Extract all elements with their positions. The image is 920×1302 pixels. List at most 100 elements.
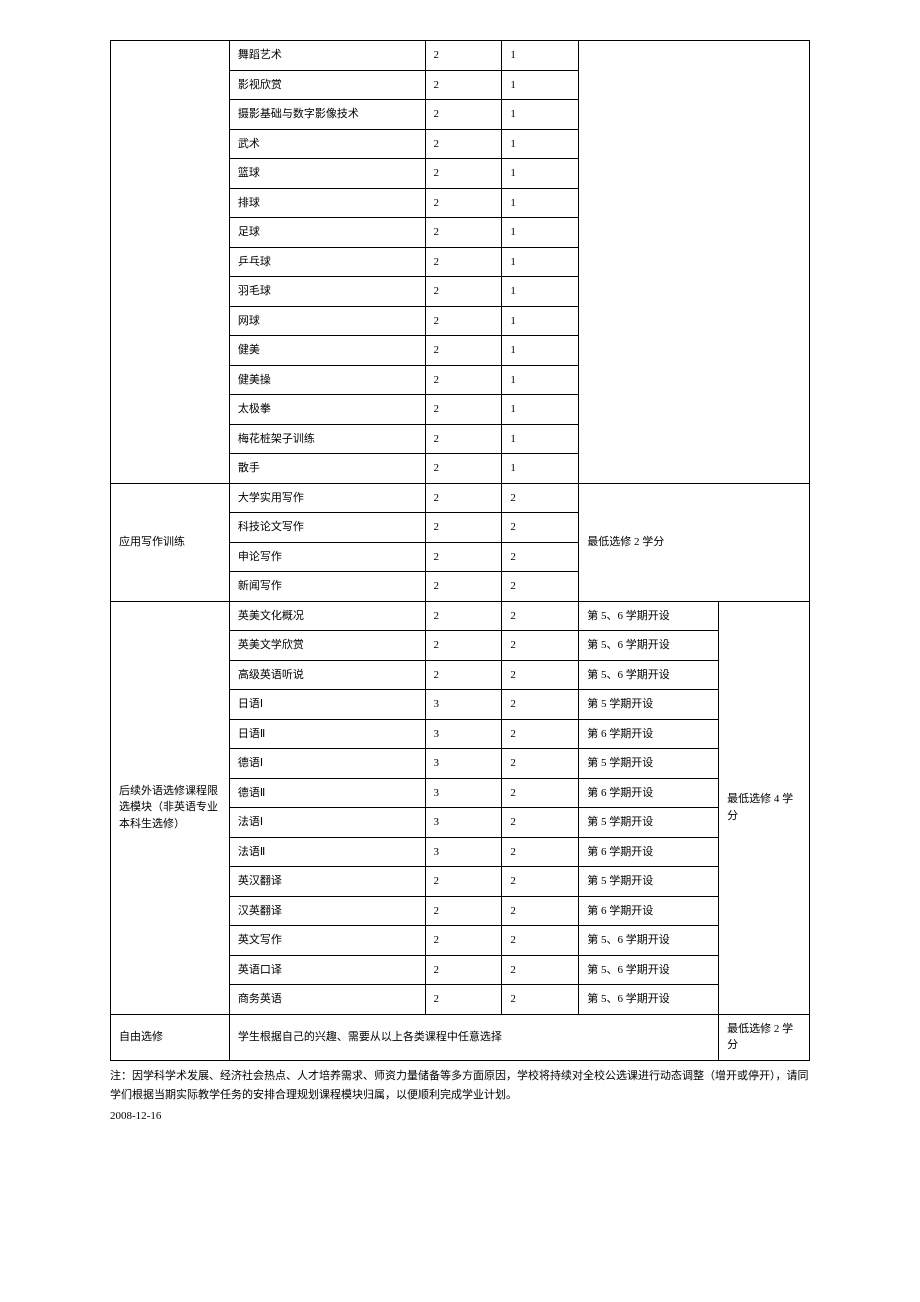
course-c2: 2	[502, 690, 579, 720]
course-name: 英文写作	[229, 926, 425, 956]
course-sem: 第 5、6 学期开设	[579, 660, 719, 690]
course-c1: 2	[425, 70, 502, 100]
course-c1: 3	[425, 690, 502, 720]
course-c1: 2	[425, 660, 502, 690]
course-c2: 2	[502, 867, 579, 897]
section1-note	[579, 41, 810, 484]
course-name: 影视欣赏	[229, 70, 425, 100]
course-name: 健美	[229, 336, 425, 366]
course-name: 英美文学欣赏	[229, 631, 425, 661]
course-c2: 2	[502, 601, 579, 631]
section4-label: 自由选修	[111, 1014, 230, 1060]
course-c2: 1	[502, 454, 579, 484]
course-c2: 2	[502, 926, 579, 956]
course-sem: 第 5、6 学期开设	[579, 601, 719, 631]
course-c1: 2	[425, 926, 502, 956]
course-name: 网球	[229, 306, 425, 336]
course-c1: 2	[425, 306, 502, 336]
course-c2: 1	[502, 395, 579, 425]
course-c1: 3	[425, 778, 502, 808]
course-c2: 1	[502, 336, 579, 366]
course-c2: 2	[502, 896, 579, 926]
course-c1: 2	[425, 454, 502, 484]
course-name: 大学实用写作	[229, 483, 425, 513]
section2-label: 应用写作训练	[111, 483, 230, 601]
table-row: 自由选修 学生根据自己的兴趣、需要从以上各类课程中任意选择 最低选修 2 学分	[111, 1014, 810, 1060]
course-sem: 第 6 学期开设	[579, 896, 719, 926]
course-name: 法语Ⅰ	[229, 808, 425, 838]
course-c1: 2	[425, 867, 502, 897]
course-c1: 3	[425, 719, 502, 749]
course-sem: 第 5、6 学期开设	[579, 926, 719, 956]
course-c2: 1	[502, 277, 579, 307]
course-c2: 1	[502, 100, 579, 130]
course-name: 足球	[229, 218, 425, 248]
course-name: 舞蹈艺术	[229, 41, 425, 71]
course-c1: 2	[425, 100, 502, 130]
course-c2: 1	[502, 41, 579, 71]
course-c2: 2	[502, 955, 579, 985]
table-row: 后续外语选修课程限选模块（非英语专业本科生选修） 英美文化概况 2 2 第 5、…	[111, 601, 810, 631]
footnote: 注：因学科学术发展、经济社会热点、人才培养需求、师资力量储备等多方面原因，学校将…	[110, 1067, 810, 1107]
course-c1: 2	[425, 513, 502, 543]
section2-note: 最低选修 2 学分	[579, 483, 810, 601]
course-c1: 2	[425, 41, 502, 71]
course-c2: 1	[502, 70, 579, 100]
course-name: 英美文化概况	[229, 601, 425, 631]
table-row: 应用写作训练 大学实用写作 2 2 最低选修 2 学分	[111, 483, 810, 513]
course-c2: 2	[502, 837, 579, 867]
course-c2: 2	[502, 572, 579, 602]
course-sem: 第 5、6 学期开设	[579, 985, 719, 1015]
course-name: 健美操	[229, 365, 425, 395]
course-c1: 2	[425, 336, 502, 366]
course-name: 日语Ⅰ	[229, 690, 425, 720]
course-c2: 1	[502, 424, 579, 454]
course-c2: 1	[502, 365, 579, 395]
course-name: 武术	[229, 129, 425, 159]
course-c1: 2	[425, 896, 502, 926]
course-sem: 第 5 学期开设	[579, 867, 719, 897]
course-sem: 第 5 学期开设	[579, 749, 719, 779]
course-sem: 第 5 学期开设	[579, 808, 719, 838]
course-sem: 第 5、6 学期开设	[579, 955, 719, 985]
course-c1: 2	[425, 572, 502, 602]
course-name: 太极拳	[229, 395, 425, 425]
section4-note: 最低选修 2 学分	[719, 1014, 810, 1060]
course-c1: 2	[425, 483, 502, 513]
course-c1: 2	[425, 159, 502, 189]
course-name: 科技论文写作	[229, 513, 425, 543]
course-sem: 第 5、6 学期开设	[579, 631, 719, 661]
course-c1: 2	[425, 277, 502, 307]
course-c1: 2	[425, 218, 502, 248]
course-c1: 3	[425, 808, 502, 838]
course-c2: 1	[502, 306, 579, 336]
course-name: 英语口译	[229, 955, 425, 985]
course-c2: 1	[502, 247, 579, 277]
course-c2: 1	[502, 159, 579, 189]
section3-label: 后续外语选修课程限选模块（非英语专业本科生选修）	[111, 601, 230, 1014]
course-c2: 2	[502, 542, 579, 572]
course-name: 英汉翻译	[229, 867, 425, 897]
course-name: 排球	[229, 188, 425, 218]
course-c2: 2	[502, 749, 579, 779]
course-name: 商务英语	[229, 985, 425, 1015]
course-name: 法语Ⅱ	[229, 837, 425, 867]
table-row: 舞蹈艺术 2 1	[111, 41, 810, 71]
course-table: 舞蹈艺术 2 1 影视欣赏21 摄影基础与数字影像技术21 武术21 篮球21 …	[110, 40, 810, 1061]
section3-note: 最低选修 4 学分	[719, 601, 810, 1014]
course-c2: 1	[502, 188, 579, 218]
course-c1: 3	[425, 837, 502, 867]
course-c2: 2	[502, 808, 579, 838]
course-name: 汉英翻译	[229, 896, 425, 926]
course-c1: 2	[425, 395, 502, 425]
course-c1: 2	[425, 424, 502, 454]
course-sem: 第 5 学期开设	[579, 690, 719, 720]
course-c1: 2	[425, 365, 502, 395]
course-c1: 2	[425, 985, 502, 1015]
course-sem: 第 6 学期开设	[579, 837, 719, 867]
course-name: 乒乓球	[229, 247, 425, 277]
course-c1: 2	[425, 247, 502, 277]
course-c2: 1	[502, 218, 579, 248]
course-c1: 3	[425, 749, 502, 779]
course-name: 散手	[229, 454, 425, 484]
